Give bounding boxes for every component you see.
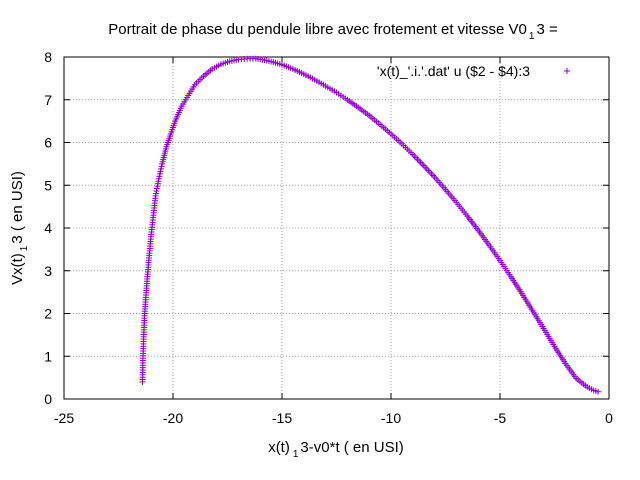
- x-tick-label: -25: [54, 410, 74, 426]
- data-point-interp: [417, 159, 424, 166]
- y-tick-label: 4: [44, 220, 52, 236]
- y-tick-label: 6: [44, 135, 52, 151]
- data-point-interp: [414, 156, 421, 163]
- x-tick-label: 0: [605, 410, 613, 426]
- data-point-interp: [411, 153, 418, 160]
- x-axis-label-suffix: 3-v0*t ( en USI): [300, 439, 403, 456]
- data-point-interp: [416, 157, 423, 164]
- x-tick-label: -15: [272, 410, 292, 426]
- x-axis-label-main: x(t): [268, 439, 290, 456]
- y-tick-label: 2: [44, 306, 52, 322]
- legend-marker: [564, 68, 570, 74]
- legend: 'x(t)_'.i.'.dat' u ($2 - $4):3: [377, 63, 570, 79]
- y-axis-label-subscript: 1: [19, 245, 30, 251]
- grid: [64, 57, 609, 399]
- chart-title: Portrait de phase du pendule libre avec …: [108, 21, 558, 42]
- legend-label: 'x(t)_'.i.'.dat' u ($2 - $4):3: [377, 63, 530, 79]
- x-tick-label: -10: [381, 410, 401, 426]
- x-axis-label: x(t) 1 3-v0*t ( en USI): [268, 439, 404, 460]
- y-tick-label: 1: [44, 348, 52, 364]
- chart-title-subscript: 1: [529, 31, 535, 42]
- legend-marker-plus: [564, 68, 570, 74]
- axis-ticks: -25 -20 -15 -10 -5 0 0 1 2 3 4 5 6 7 8: [44, 49, 613, 426]
- x-tick-label: -20: [163, 410, 183, 426]
- data-point-interp: [412, 154, 419, 161]
- y-axis-label: Vx(t) 13 ( en USI): [9, 171, 30, 285]
- y-tick-label: 5: [44, 177, 52, 193]
- x-axis-label-subscript: 1: [293, 449, 299, 460]
- y-axis-label-suffix: 3 ( en USI): [9, 171, 26, 244]
- x-tick-label: -5: [494, 410, 507, 426]
- data-point: [595, 388, 602, 395]
- chart-title-main: Portrait de phase du pendule libre avec …: [108, 21, 527, 38]
- y-tick-label: 0: [44, 391, 52, 407]
- y-axis-label-main: Vx(t): [9, 253, 26, 285]
- data-point-interp: [419, 160, 426, 167]
- y-tick-label: 3: [44, 263, 52, 279]
- chart-title-suffix: 3 =: [536, 21, 558, 38]
- y-tick-label: 8: [44, 49, 52, 65]
- data-series: [139, 55, 602, 395]
- y-tick-label: 7: [44, 92, 52, 108]
